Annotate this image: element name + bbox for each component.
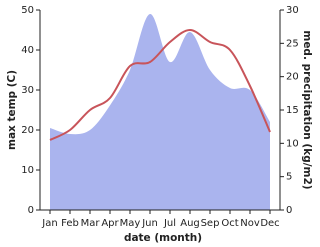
y-tick-label: 30 [21,85,34,96]
x-tick-label: Mar [81,218,101,229]
y2-tick-label: 20 [286,72,299,83]
x-tick-label: Jul [163,218,176,229]
x-tick-label: May [120,218,141,229]
y-tick-label: 50 [21,5,34,16]
x-tick-label: Aug [180,218,200,229]
x-tick-label: Nov [240,218,260,229]
y2-tick-label: 25 [286,38,299,49]
x-tick-label: Feb [61,218,79,229]
y-tick-label: 20 [21,125,34,136]
y-tick-label: 10 [21,165,34,176]
y-axis-title: max temp (C) [6,70,18,150]
x-tick-label: Apr [101,218,119,229]
x-tick-label: Dec [260,218,279,229]
x-tick-label: Oct [221,218,238,229]
y-tick-label: 40 [21,45,34,56]
y2-tick-label: 30 [286,5,299,16]
temperature-line [49,28,271,141]
y2-tick-label: 0 [286,205,292,216]
x-axis-title: date (month) [124,232,202,244]
y2-tick-label: 5 [286,172,292,183]
y2-tick-label: 10 [286,138,299,149]
x-tick-label: Jan [41,218,57,229]
y2-axis-title: med. precipitation (kg/m2) [301,30,313,189]
precipitation-area [50,13,270,211]
x-tick-label: Jun [141,218,158,229]
x-tick-label: Sep [201,218,220,229]
y-tick-label: 0 [28,205,34,216]
y2-tick-label: 15 [286,105,299,116]
